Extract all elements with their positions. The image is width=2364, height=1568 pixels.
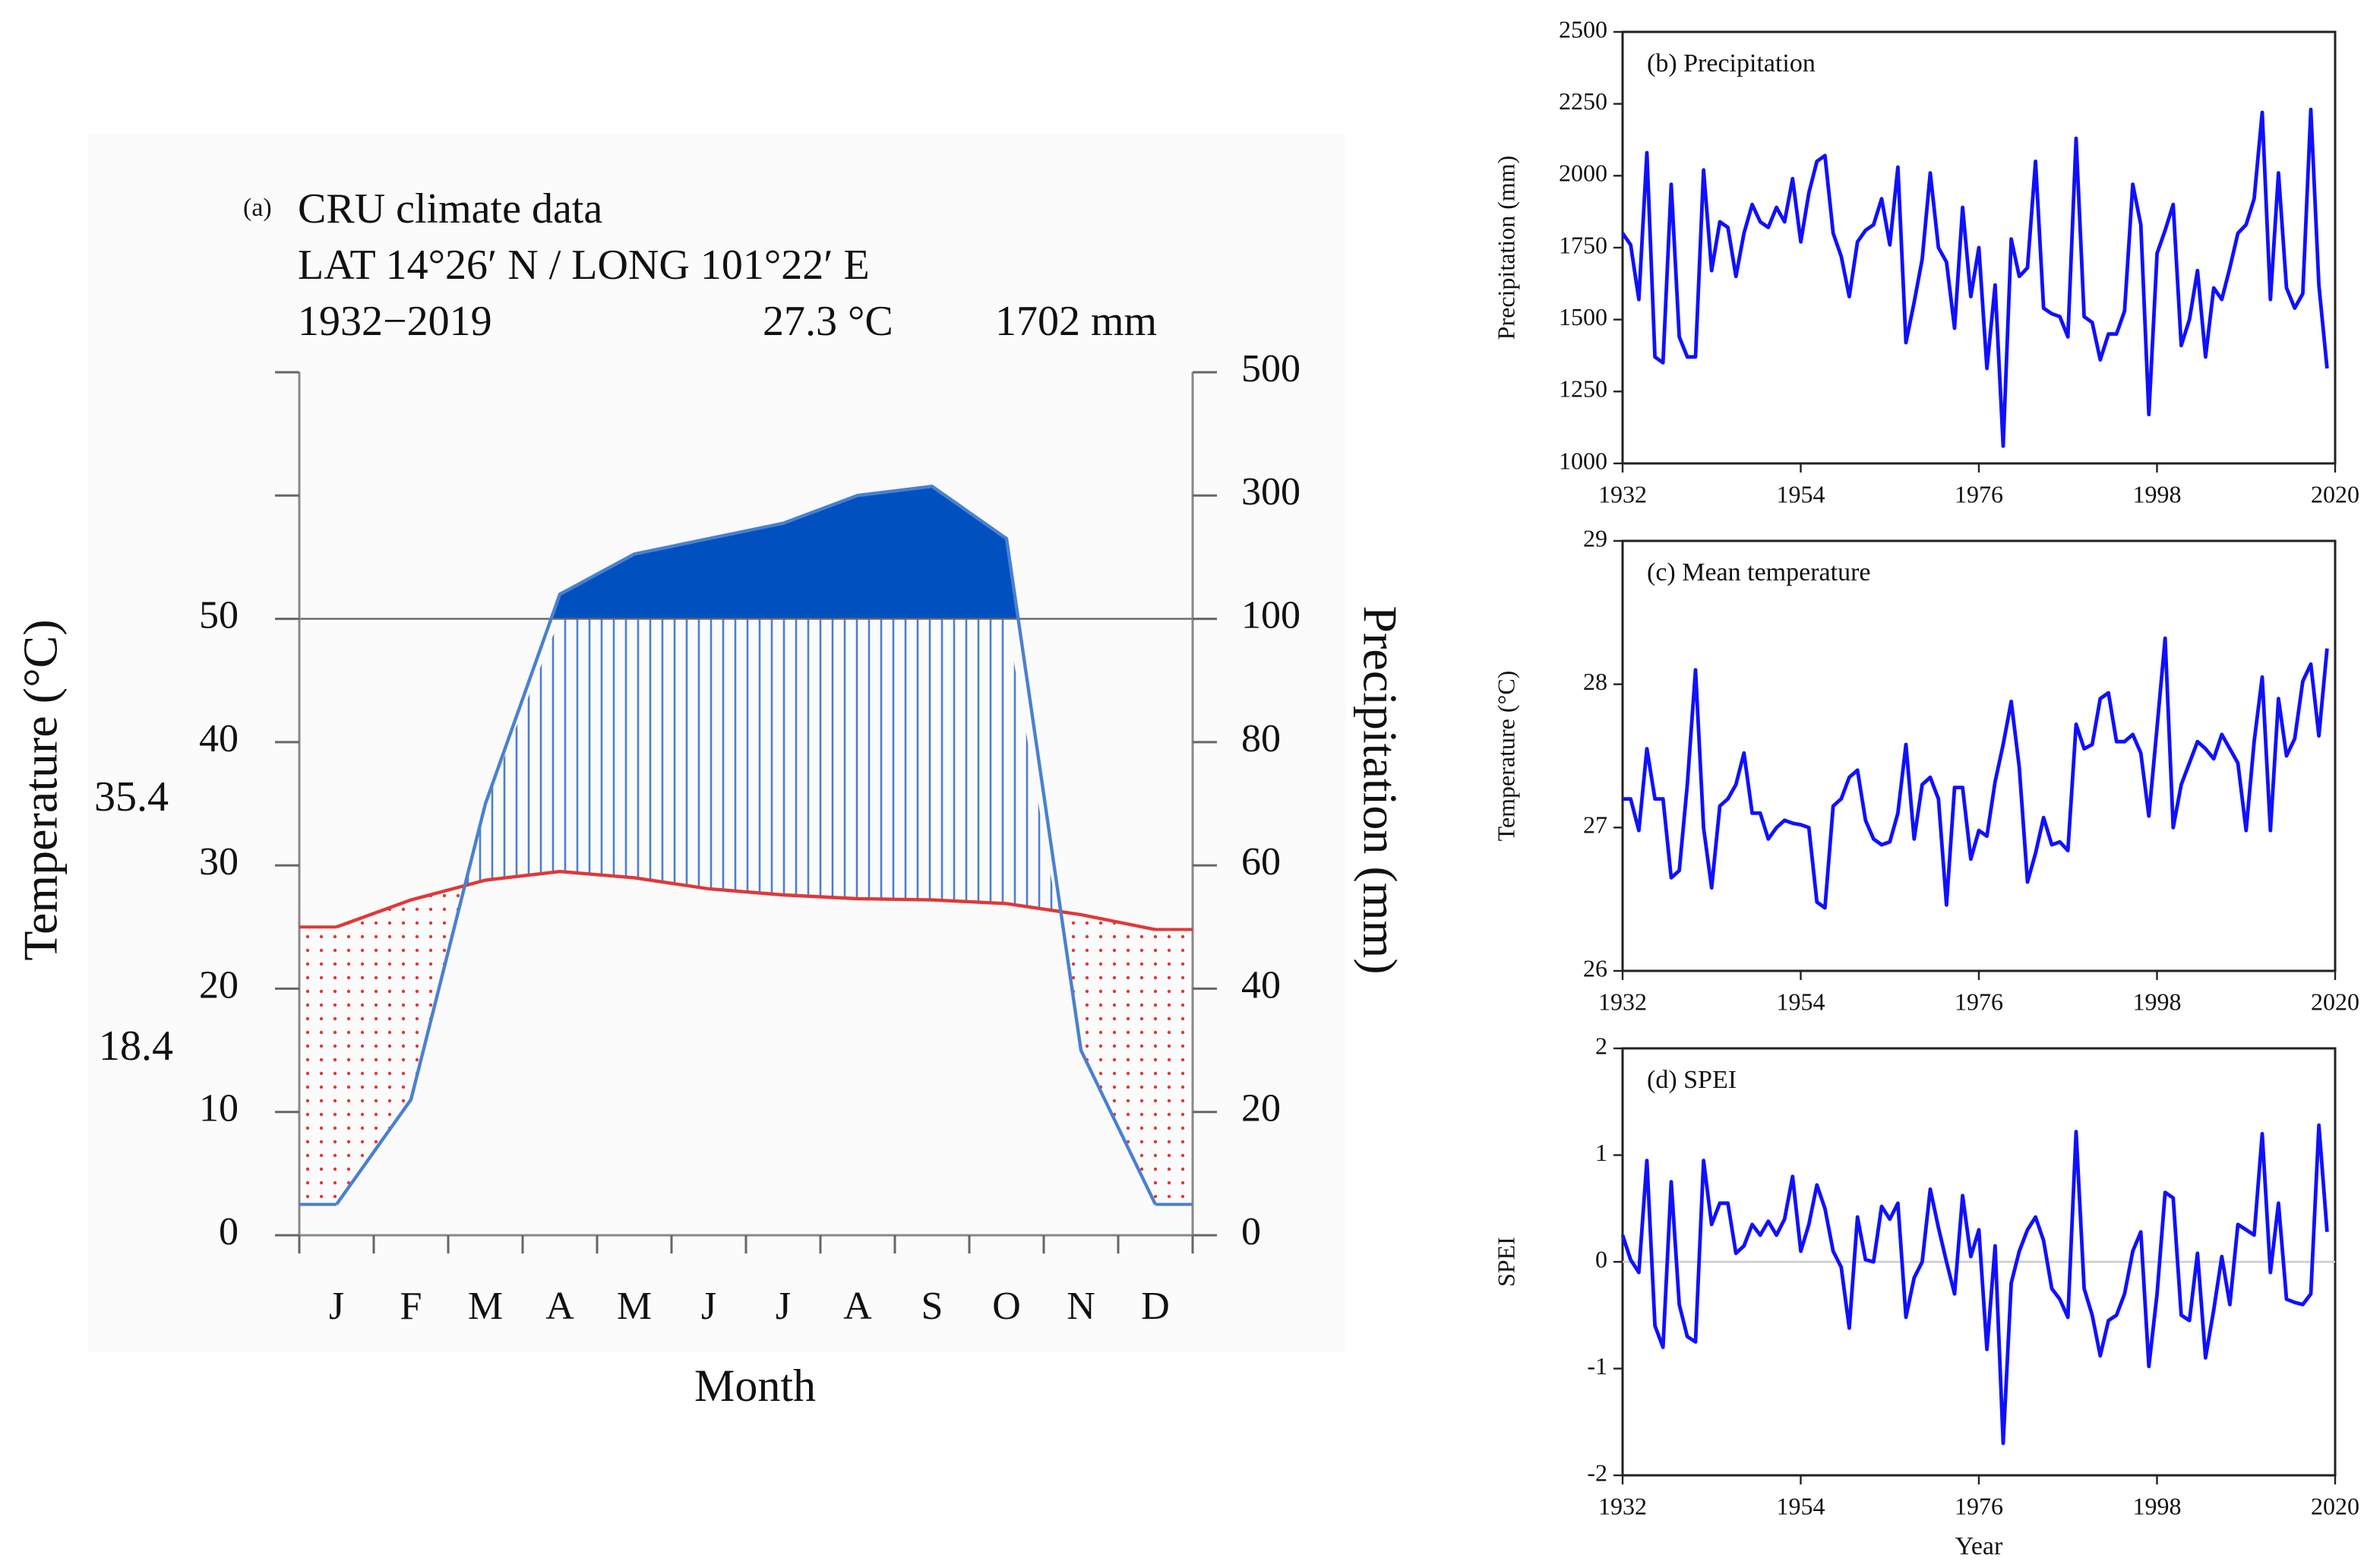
y2-tick-label: 20	[1241, 1087, 1281, 1130]
y-tick-label: 2500	[1559, 15, 1607, 43]
x-tick-label: D	[1141, 1285, 1170, 1328]
annotation: 27.3 °C	[763, 298, 893, 345]
temperature-line	[336, 869, 1156, 931]
y-axis-label: Temperature (°C)	[14, 619, 68, 960]
x-tick-label: 1932	[1598, 480, 1647, 507]
y-tick-label: 26	[1583, 954, 1607, 982]
y2-axis-label: Precipitation (mm)	[1353, 605, 1407, 974]
x-tick-label: M	[617, 1285, 652, 1328]
x-tick-label: A	[843, 1285, 872, 1328]
y-tick-label: 1	[1595, 1139, 1607, 1166]
y-tick-label: 2	[1595, 1032, 1607, 1059]
x-axis-label: Year	[1955, 1532, 2003, 1560]
chart-title: CRU climate data	[298, 185, 602, 232]
annotation: 1932−2019	[298, 298, 492, 345]
y2-tick-label: 300	[1241, 470, 1301, 514]
x-tick-label: A	[545, 1285, 574, 1328]
x-tick-label: S	[921, 1285, 943, 1328]
y-tick-label: 1500	[1559, 303, 1607, 330]
y2-tick-label: 500	[1241, 347, 1301, 390]
x-tick-label: M	[468, 1285, 503, 1328]
data-line	[1620, 1123, 2329, 1446]
plot-frame	[1621, 539, 2337, 972]
panel-title: (c) Mean temperature	[1647, 558, 1871, 586]
y2-tick-label: 100	[1241, 594, 1301, 637]
y-tick-label: -2	[1587, 1459, 1607, 1486]
y-axis-label: Temperature (°C)	[1492, 671, 1519, 842]
y-tick-label: 50	[199, 594, 239, 637]
y-tick-label: 1250	[1559, 375, 1607, 403]
y-tick-label: 29	[1583, 524, 1607, 552]
x-tick-label: J	[701, 1285, 716, 1328]
y2-tick-label: 0	[1241, 1210, 1261, 1253]
annotation: 35.4	[94, 773, 169, 820]
annotation: 1702 mm	[995, 298, 1157, 345]
y-tick-label: 2250	[1559, 87, 1607, 115]
y-tick-label: 20	[199, 963, 239, 1007]
panel-label: (a)	[243, 194, 272, 222]
data-line	[1623, 636, 2329, 910]
y-tick-label: 1000	[1559, 447, 1607, 474]
y-axis-label: SPEI	[1492, 1237, 1519, 1287]
x-tick-label: 2020	[2311, 1492, 2359, 1519]
x-tick-label: 1932	[1598, 988, 1647, 1015]
x-tick-label: J	[329, 1285, 344, 1328]
data-line	[1621, 107, 2329, 448]
y-tick-label: 0	[1595, 1245, 1607, 1272]
x-tick-label: 1976	[1955, 988, 2003, 1015]
precipitation-line	[335, 484, 1157, 1206]
y-tick-label: 27	[1583, 811, 1607, 839]
panel-title: (d) SPEI	[1647, 1066, 1737, 1094]
x-tick-label: 2020	[2311, 988, 2359, 1015]
x-tick-label: 2020	[2311, 480, 2359, 507]
y-tick-label: 30	[199, 840, 239, 884]
x-axis-label: Month	[694, 1361, 816, 1411]
y-tick-label: 2000	[1559, 160, 1607, 187]
x-tick-label: 1954	[1777, 480, 1825, 507]
y2-tick-label: 40	[1241, 963, 1281, 1007]
x-tick-label: 1976	[1955, 480, 2003, 507]
x-tick-label: 1976	[1955, 1492, 2003, 1519]
x-tick-label: J	[776, 1285, 791, 1328]
annotation: 18.4	[99, 1023, 173, 1070]
y-tick-label: 28	[1583, 668, 1607, 695]
y-tick-label: 40	[199, 717, 239, 760]
x-tick-label: 1998	[2133, 988, 2182, 1015]
x-tick-label: 1932	[1598, 1492, 1647, 1519]
y-axis-label: Precipitation (mm)	[1492, 156, 1519, 340]
y-tick-label: 10	[199, 1087, 239, 1130]
chart-subtitle: LAT 14°26′ N / LONG 101°22′ E	[298, 242, 870, 289]
x-tick-label: N	[1067, 1285, 1095, 1328]
x-tick-label: O	[992, 1285, 1021, 1328]
x-tick-label: F	[400, 1285, 422, 1328]
x-tick-label: 1998	[2133, 1492, 2182, 1519]
x-tick-label: 1954	[1777, 1492, 1825, 1519]
x-tick-label: 1998	[2133, 480, 2182, 507]
y2-tick-label: 80	[1241, 717, 1281, 760]
panel-title: (b) Precipitation	[1647, 49, 1816, 77]
y2-tick-label: 60	[1241, 840, 1281, 884]
y-tick-label: 0	[219, 1210, 239, 1253]
perhumid-area	[551, 486, 1019, 619]
x-tick-label: 1954	[1777, 988, 1825, 1015]
y-tick-label: -1	[1587, 1352, 1607, 1380]
y-tick-label: 1750	[1559, 231, 1607, 258]
